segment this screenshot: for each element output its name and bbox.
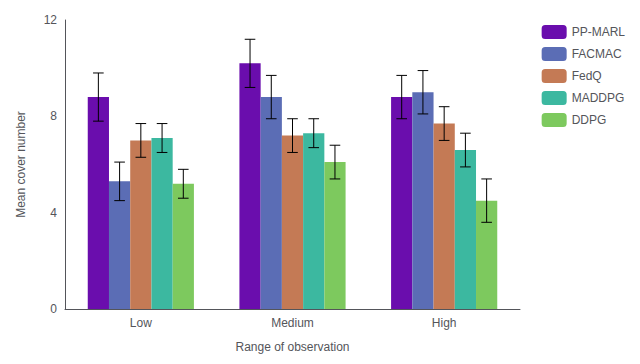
svg-text:MADDPG: MADDPG: [572, 91, 625, 105]
svg-text:Low: Low: [130, 316, 152, 330]
svg-text:FedQ: FedQ: [572, 69, 602, 83]
svg-text:DDPG: DDPG: [572, 113, 607, 127]
svg-text:8: 8: [50, 109, 57, 123]
svg-text:Mean cover number: Mean cover number: [14, 111, 28, 218]
svg-text:PP-MARL: PP-MARL: [572, 25, 626, 39]
svg-text:High: High: [432, 316, 457, 330]
svg-text:0: 0: [50, 302, 57, 316]
svg-text:4: 4: [50, 206, 57, 220]
svg-text:12: 12: [44, 13, 58, 27]
svg-text:Medium: Medium: [271, 316, 314, 330]
svg-text:Range of observation: Range of observation: [235, 340, 349, 354]
svg-text:FACMAC: FACMAC: [572, 47, 622, 61]
